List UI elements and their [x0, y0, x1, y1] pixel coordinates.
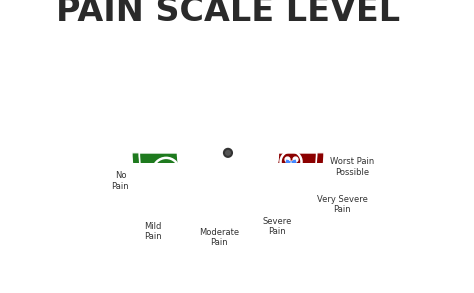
- Wedge shape: [132, 153, 154, 205]
- Wedge shape: [139, 153, 186, 201]
- Wedge shape: [195, 200, 246, 241]
- Wedge shape: [154, 180, 209, 235]
- Circle shape: [224, 149, 232, 157]
- Text: Very Severe
Pain: Very Severe Pain: [317, 195, 368, 214]
- Text: PAIN SCALE LEVEL: PAIN SCALE LEVEL: [56, 0, 400, 28]
- Text: Mild
Pain: Mild Pain: [144, 222, 162, 241]
- Circle shape: [178, 103, 278, 203]
- Wedge shape: [147, 201, 195, 242]
- Text: Severe
Pain: Severe Pain: [262, 217, 292, 236]
- Wedge shape: [276, 153, 317, 177]
- Wedge shape: [246, 214, 297, 247]
- Text: Moderate
Pain: Moderate Pain: [199, 228, 239, 247]
- Wedge shape: [238, 188, 292, 240]
- Wedge shape: [313, 153, 324, 179]
- Polygon shape: [155, 171, 177, 183]
- Wedge shape: [292, 177, 320, 219]
- Wedge shape: [264, 167, 313, 214]
- Wedge shape: [192, 235, 248, 249]
- Text: Worst Pain
Possible: Worst Pain Possible: [330, 157, 374, 177]
- Text: No
Pain: No Pain: [111, 171, 129, 191]
